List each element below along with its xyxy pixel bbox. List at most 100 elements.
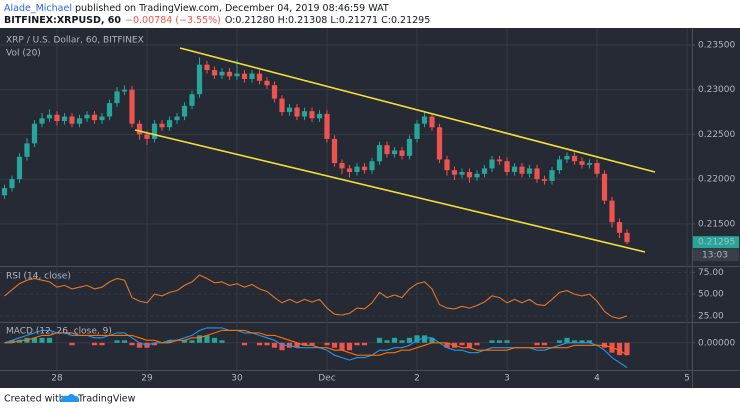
candle-body [436,127,443,160]
y-tick-label: 0.22500 [698,130,735,140]
volume-label: Vol (20) [6,49,41,59]
candle-body [241,73,248,79]
author[interactable]: Alade_Michael [4,3,72,14]
candle-body [421,116,428,124]
candle-body [361,166,368,171]
macd-histogram-bar [114,340,120,343]
macd-histogram-bar [309,342,315,346]
candle-body [459,171,465,175]
macd-histogram-bar [219,340,225,343]
candle-body [376,145,383,162]
candle-body [331,138,338,164]
rsi-title: RSI (14, close) [6,272,71,282]
y-tick-label: 0.21500 [698,219,735,229]
macd-histogram-bar [241,342,248,346]
macd-histogram-bar [564,337,570,343]
candle-body [406,138,413,156]
macd-histogram-bar [31,337,38,343]
candle-body [9,179,15,189]
candle-body [301,111,308,117]
candle-body [211,70,218,76]
macd-histogram-bar [91,342,98,346]
candle-body [226,71,233,77]
macd-histogram-bar [541,342,548,346]
candle-body [624,232,630,243]
macd-histogram-bar [489,340,495,343]
candle-body [106,103,113,117]
macd-title: MACD (12, 26, close, 9) [6,327,112,337]
header-bg [0,0,740,28]
y-tick-label: 25.00 [698,311,724,321]
candle-body [249,73,255,79]
candle-body [84,114,90,119]
candle-body [69,116,75,124]
macd-histogram-bar [429,337,435,343]
macd-histogram-bar [616,342,623,356]
macd-histogram-bar [129,342,135,346]
candle-body [136,123,143,135]
candle-body [204,64,210,71]
footer-brand[interactable]: TradingView [77,394,136,405]
candle-body [489,159,495,169]
x-tick-label: 28 [51,374,63,384]
y-tick-label: 0.00000 [698,338,735,348]
macd-histogram-bar [204,335,210,343]
candle-body [399,150,405,156]
macd-histogram-bar [376,337,383,343]
macd-histogram-bar [624,342,630,356]
candle-body [151,123,158,139]
candle-body [384,145,390,155]
y-tick-label: 0.22000 [698,175,735,185]
macd-histogram-bar [504,340,510,343]
macd-histogram-bar [264,342,270,346]
candle-body [444,159,450,171]
signal-line [4,329,628,356]
candle-body [466,171,473,178]
candle-body [256,73,263,81]
candle-body [511,166,518,172]
macd-histogram-bar [361,342,368,346]
candle-body [279,98,285,113]
candle-body [324,113,330,139]
trendline [179,47,656,173]
candle-body [294,107,300,117]
macd-histogram-bar [571,340,578,343]
candle-body [504,161,510,172]
macd-histogram-bar [421,335,428,343]
candle-body [196,64,203,95]
macd-histogram-bar [579,340,585,343]
x-tick-label: 29 [141,374,153,384]
candle-body [91,114,98,121]
symbol: BITFINEX:XRPUSD, 60 [4,15,121,26]
candle-body [451,170,458,175]
macd-histogram-bar [39,337,45,343]
macd-histogram-bar [256,342,263,346]
candle-body [46,114,53,119]
macd-histogram-bar [444,342,450,348]
candle-body [534,168,540,180]
macd-histogram-bar [384,340,390,343]
chart-title: XRP / U.S. Dollar, 60, BITFINEX [6,36,144,46]
candle-body [369,161,375,171]
candle-body [429,116,435,128]
macd-histogram-bar [346,342,353,351]
candle-body [474,173,480,178]
candle-body [481,168,488,174]
countdown-label: 13:03 [702,251,728,261]
macd-histogram-bar [99,342,105,346]
candle-body [76,118,83,124]
candle-body [579,161,585,165]
macd-histogram-bar [414,335,420,343]
candle-body [616,222,623,233]
candle-body [594,163,600,174]
x-tick-label: 2 [414,374,420,384]
candle-body [99,116,105,121]
macd-histogram-bar [271,342,278,348]
candle-body [181,105,188,117]
macd-histogram-bar [151,342,158,346]
macd-histogram-bar [189,340,195,343]
macd-histogram-bar [391,337,398,343]
macd-histogram-bar [279,342,285,351]
candle-body [271,85,278,99]
